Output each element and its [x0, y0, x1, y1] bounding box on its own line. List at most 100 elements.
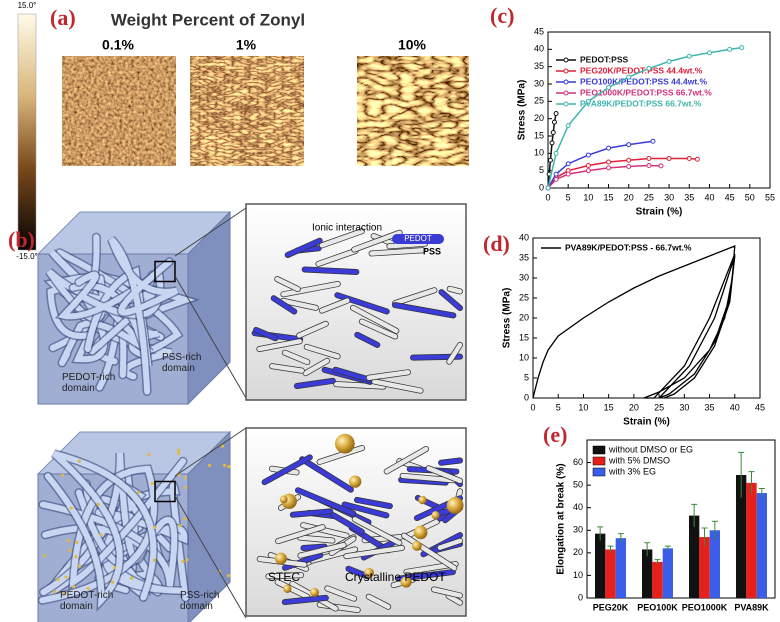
zoom-label: STEC [268, 570, 300, 584]
stec-dot [208, 463, 212, 468]
point-marker [739, 45, 745, 51]
chain [300, 522, 349, 538]
chain [301, 544, 327, 551]
stec-dot [56, 577, 60, 582]
error-bar [738, 451, 745, 498]
chain [316, 248, 358, 267]
point-marker [626, 157, 632, 163]
error-bar [597, 526, 604, 541]
cube-diagram [36, 207, 247, 406]
stec-dot [86, 586, 90, 591]
bar [735, 474, 747, 598]
point-marker [727, 46, 733, 52]
point-marker [626, 164, 632, 170]
x-tick-label: 5 [566, 192, 571, 202]
y-tick-label: 40 [519, 232, 529, 242]
chain [271, 295, 297, 314]
x-tick-label: 10 [578, 402, 588, 412]
y-tick-label: 40 [534, 44, 544, 54]
legend-label: without DMSO or EG [608, 444, 693, 454]
chain [384, 446, 429, 474]
panel-label: (b) [8, 227, 35, 252]
stec-particle [334, 433, 355, 454]
y-tick-label: 5 [539, 165, 544, 175]
stec-dot [227, 465, 231, 469]
x-tick-label: 45 [755, 402, 765, 412]
zoom-label: Ionic interaction [312, 223, 382, 234]
chain [369, 247, 426, 256]
legend-label: PVA89K/PEDOT:PSS - 66.7wt.% [565, 242, 692, 252]
chain [39, 489, 178, 587]
error-bar [654, 559, 661, 565]
bar [662, 548, 674, 598]
point-marker [565, 161, 571, 167]
chain [447, 342, 463, 364]
legend-label: PEO100K/PEDOT:PSS 44.4wt.% [580, 76, 708, 86]
stec-dot [178, 523, 182, 528]
chain [304, 344, 340, 359]
plot-frame [547, 31, 771, 189]
stec-dot [181, 560, 185, 564]
stec-dot [147, 452, 151, 457]
point-marker [545, 185, 551, 191]
x-tick-label: 15 [604, 402, 614, 412]
x-tick-label: PVA89K [734, 602, 769, 612]
bar [699, 537, 710, 598]
stec-particle [275, 552, 287, 565]
chain [392, 302, 456, 318]
chain [350, 305, 399, 334]
color-bar [17, 13, 37, 251]
x-tick-label: 45 [725, 192, 735, 202]
chain [319, 298, 350, 313]
y-tick-label: 20 [519, 312, 529, 322]
chain [446, 593, 463, 605]
chain [262, 455, 313, 485]
zoom-connector [174, 427, 247, 477]
point-marker [646, 162, 652, 168]
y-tick-label: 35 [534, 61, 544, 71]
afm-sample: 0.1% [102, 37, 134, 53]
point-marker [606, 159, 612, 165]
stec-dot [74, 555, 78, 559]
legend-marker [563, 90, 569, 96]
chain [354, 332, 380, 348]
legend-swatch [592, 467, 606, 477]
point-marker [606, 165, 612, 171]
legend-marker [563, 79, 569, 85]
x-tick-label: 30 [679, 402, 689, 412]
domain-label: PSS-rich domain [162, 352, 202, 374]
stec-dot [136, 490, 141, 494]
y-tick-label: 40 [573, 502, 583, 512]
chain [342, 502, 389, 518]
chain [319, 228, 365, 248]
bar [746, 482, 757, 598]
error-bar [711, 520, 718, 540]
legend-label: PEG20K/PEDOT:PSS 44.4wt.% [580, 65, 703, 75]
panel-label: (e) [543, 422, 567, 447]
legend-marker [563, 68, 569, 74]
legend-label: with 3% EG [608, 466, 656, 476]
chain [299, 456, 354, 492]
x-tick-label: 35 [705, 402, 715, 412]
x-tick-label: 55 [765, 192, 775, 202]
chain [39, 458, 187, 604]
x-tick-label: 10 [583, 192, 593, 202]
y-tick-label: 0 [578, 592, 583, 602]
stec-dot [185, 557, 189, 562]
chain [290, 509, 333, 518]
y-axis-label: Stress (MPa) [517, 80, 528, 141]
chain [439, 289, 463, 311]
x-tick-label: 20 [629, 402, 639, 412]
chain [331, 512, 365, 534]
chain [401, 533, 457, 571]
stec-particle [279, 495, 288, 504]
y-tick-label: 10 [519, 352, 529, 362]
point-marker [606, 84, 612, 90]
chain [438, 458, 463, 465]
colorbar-max: 15.0° [18, 1, 37, 10]
chain [275, 524, 325, 544]
x-tick-label: 0 [545, 192, 550, 202]
x-axis-label: Strain (%) [623, 417, 670, 428]
legend-label: PEO1000K/PEDOT:PSS 66.7wt.% [580, 87, 712, 97]
